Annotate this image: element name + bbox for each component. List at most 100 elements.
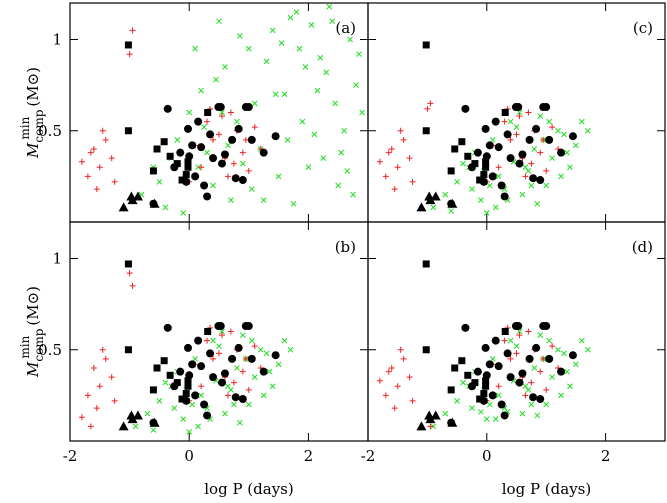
cross-point <box>213 76 219 83</box>
plus-point <box>239 149 246 156</box>
cross-point <box>216 343 222 349</box>
cross-point <box>534 200 541 207</box>
circle-point <box>176 367 185 376</box>
cross-point <box>537 113 544 120</box>
y-tick-label: 0.5 <box>38 341 62 359</box>
circle-point <box>532 343 541 352</box>
plus-point <box>385 149 392 156</box>
plus-point <box>537 149 544 156</box>
points <box>78 3 365 216</box>
cross-point <box>495 173 502 180</box>
cross-point <box>332 100 339 107</box>
plus-point <box>394 383 401 390</box>
plus-point <box>224 173 231 180</box>
circle-point <box>494 362 503 371</box>
triangle-point <box>425 195 436 205</box>
plus-point <box>78 158 85 165</box>
circle-point <box>231 174 240 183</box>
cross-point <box>302 64 309 70</box>
cross-point <box>293 9 300 15</box>
cross-point <box>198 392 204 399</box>
cross-point <box>478 408 484 415</box>
panel-label: (b) <box>335 238 356 256</box>
cross-point <box>222 410 228 417</box>
square-point <box>173 379 181 387</box>
square-point <box>464 152 472 160</box>
circle-point <box>238 176 247 185</box>
y-label-sup: min <box>18 335 32 358</box>
cross-point <box>174 137 181 143</box>
circle-point <box>184 343 193 352</box>
circle-point <box>515 378 524 387</box>
points <box>78 260 294 435</box>
circle-point <box>244 103 253 112</box>
plus-point <box>129 27 136 34</box>
square-point <box>464 371 472 379</box>
circle-point <box>525 135 534 144</box>
cross-point <box>341 127 348 134</box>
y-label-unit: (M⊙) <box>24 286 42 326</box>
points <box>376 260 591 431</box>
circle-point <box>481 124 490 133</box>
circle-point <box>488 172 497 181</box>
cross-point <box>320 155 327 161</box>
cross-point <box>469 186 475 193</box>
circle-point <box>473 367 482 376</box>
cross-point <box>263 58 270 65</box>
plus-point <box>424 105 431 112</box>
cross-point <box>522 164 529 171</box>
cross-point <box>531 146 538 152</box>
plus-point <box>400 136 407 143</box>
cross-point <box>492 416 499 422</box>
circle-point <box>497 400 506 409</box>
triangle-point <box>416 202 427 212</box>
circle-point <box>216 322 225 331</box>
cross-point <box>237 419 243 426</box>
square-point <box>422 127 430 135</box>
square-point <box>184 163 192 171</box>
y-label-main: M <box>24 142 42 159</box>
plus-point <box>251 124 258 131</box>
cross-point <box>189 401 196 408</box>
y-label-sub: comp <box>32 328 46 361</box>
plus-point <box>111 178 118 185</box>
cross-point <box>225 383 231 390</box>
square-point <box>476 395 484 403</box>
plus-point <box>376 377 383 384</box>
cross-point <box>549 374 555 380</box>
cross-point <box>564 149 570 156</box>
circle-point <box>271 351 280 360</box>
cross-point <box>543 401 550 408</box>
square-point <box>124 346 132 354</box>
plus-point <box>549 343 556 350</box>
cross-point <box>234 365 240 371</box>
cross-point <box>299 118 306 125</box>
plus-point <box>198 383 205 390</box>
circle-point <box>488 391 497 400</box>
cross-point <box>507 337 514 344</box>
triangle-point <box>430 191 441 201</box>
circle-point <box>271 132 280 141</box>
cross-point <box>326 3 333 10</box>
plus-point <box>126 270 133 277</box>
plus-point <box>102 355 109 362</box>
plus-point <box>507 355 514 362</box>
cross-point <box>186 429 193 435</box>
circle-point <box>514 103 523 112</box>
panel-label: (d) <box>632 238 653 256</box>
plus-point <box>216 131 222 138</box>
plus-point <box>204 337 211 344</box>
plus-point <box>84 392 91 399</box>
cross-point <box>216 18 222 25</box>
triangle-point <box>149 198 160 208</box>
plus-point <box>400 355 407 362</box>
triangle-point <box>118 202 129 212</box>
cross-point <box>245 45 252 52</box>
plus-point <box>376 158 383 165</box>
circle-point <box>491 336 500 345</box>
plus-point <box>528 379 535 386</box>
triangle-point <box>127 195 138 205</box>
plus-point <box>549 124 556 131</box>
cross-point <box>248 186 255 193</box>
cross-point <box>555 127 561 134</box>
